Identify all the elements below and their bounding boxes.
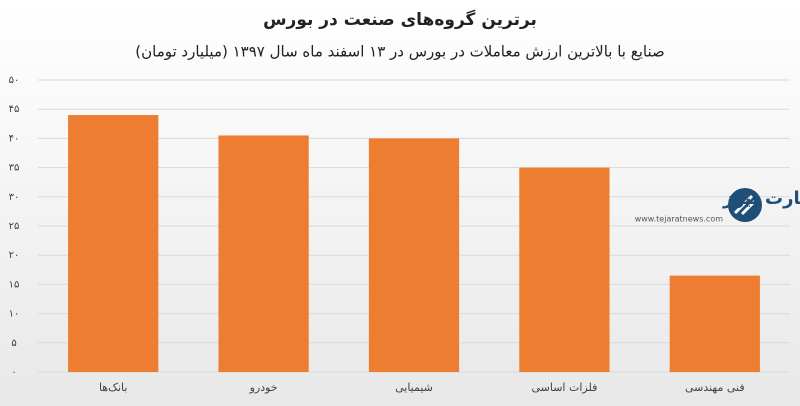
x-tick-label: خودرو bbox=[249, 381, 278, 394]
logo-name: تجارت نیوز bbox=[722, 188, 800, 209]
y-tick-label: ۴۵ bbox=[9, 104, 20, 115]
bar bbox=[519, 167, 610, 372]
y-tick-label: ۱۰ bbox=[9, 309, 20, 320]
x-tick-label: شیمیایی bbox=[395, 381, 433, 394]
y-tick-label: ۳۵ bbox=[9, 163, 20, 174]
x-tick-label: فلزات اساسی bbox=[531, 381, 597, 394]
bar bbox=[68, 115, 159, 372]
y-tick-label: ۵ bbox=[11, 338, 16, 349]
x-tick-label: بانک‌ها bbox=[99, 381, 127, 394]
y-tick-label: ۱۵ bbox=[9, 279, 20, 290]
bar bbox=[669, 275, 760, 372]
watermark: تجارت نیوز www.tejaratnews.com bbox=[635, 188, 800, 224]
logo-arrow bbox=[733, 194, 757, 216]
x-tick-label: فنی مهندسی bbox=[685, 381, 745, 394]
chart-title: برترین گروه‌های صنعت در بورس bbox=[263, 9, 537, 30]
bar bbox=[218, 135, 309, 372]
y-tick-label: ۰ bbox=[11, 367, 16, 378]
y-tick-label: ۲۰ bbox=[9, 250, 20, 261]
y-tick-label: ۳۰ bbox=[9, 192, 20, 203]
y-tick-label: ۴۰ bbox=[9, 133, 20, 144]
y-tick-label: ۵۰ bbox=[9, 75, 20, 86]
logo-url: www.tejaratnews.com bbox=[635, 215, 723, 224]
bar bbox=[368, 138, 460, 372]
chart-subtitle: صنایع با بالاترین ارزش معاملات در بورس د… bbox=[135, 43, 664, 61]
y-tick-label: ۲۵ bbox=[9, 221, 20, 232]
